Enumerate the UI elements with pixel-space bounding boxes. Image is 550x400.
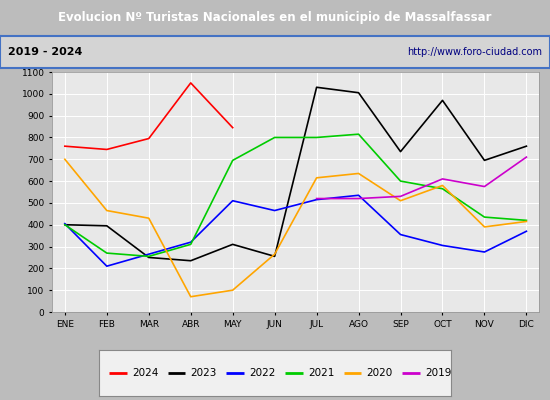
Text: http://www.foro-ciudad.com: http://www.foro-ciudad.com: [407, 47, 542, 57]
Text: 2024: 2024: [132, 368, 158, 378]
Text: Evolucion Nº Turistas Nacionales en el municipio de Massalfassar: Evolucion Nº Turistas Nacionales en el m…: [58, 12, 492, 24]
Text: 2021: 2021: [308, 368, 334, 378]
Text: 2019 - 2024: 2019 - 2024: [8, 47, 82, 57]
Text: 2022: 2022: [249, 368, 276, 378]
Text: 2020: 2020: [366, 368, 393, 378]
Text: 2023: 2023: [190, 368, 217, 378]
Text: 2019: 2019: [425, 368, 452, 378]
